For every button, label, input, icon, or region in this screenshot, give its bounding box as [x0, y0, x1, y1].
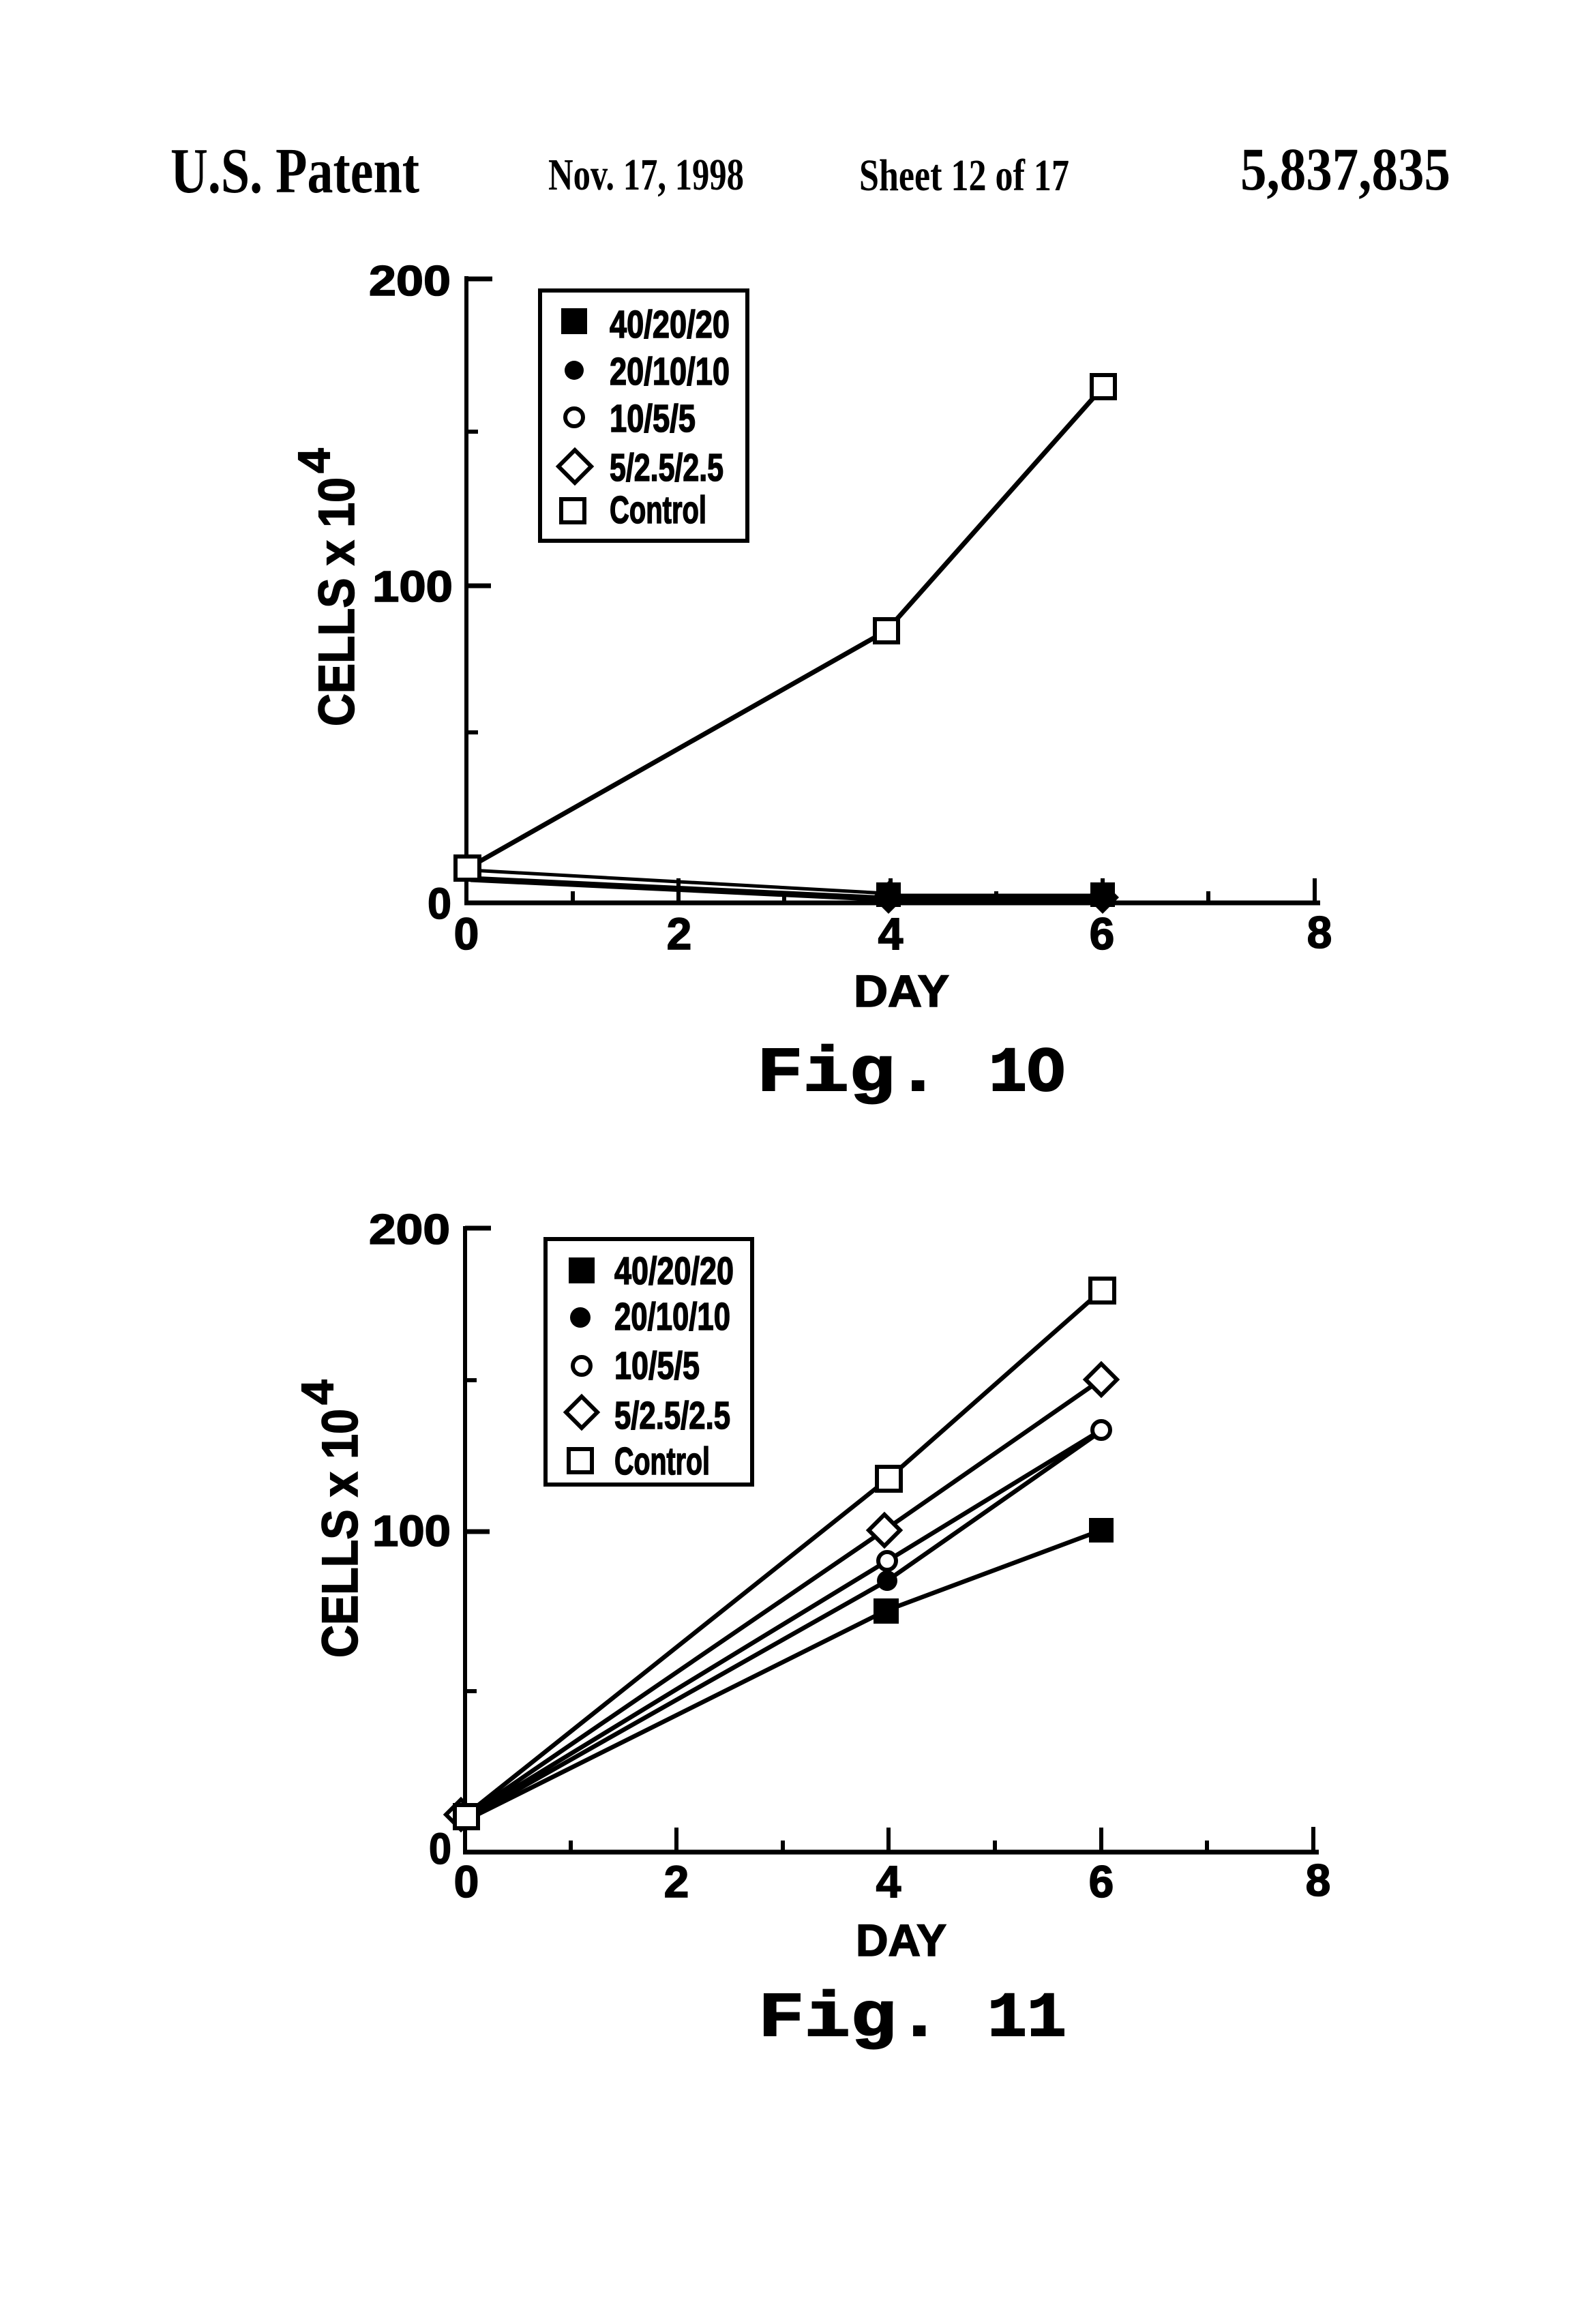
svg-text:11: 11 — [987, 1983, 1066, 2055]
svg-text:4: 4 — [878, 908, 904, 959]
svg-text:200: 200 — [369, 258, 451, 305]
svg-text:4: 4 — [288, 448, 339, 473]
svg-text:Control: Control — [614, 1440, 710, 1483]
svg-text:0: 0 — [454, 1856, 479, 1907]
svg-text:10/5/5: 10/5/5 — [610, 397, 696, 441]
svg-text:20/10/10: 20/10/10 — [610, 350, 730, 393]
svg-text:0: 0 — [428, 879, 451, 928]
svg-text:5,837,835: 5,837,835 — [1240, 136, 1450, 203]
svg-text:200: 200 — [369, 1206, 450, 1253]
svg-text:4: 4 — [292, 1380, 342, 1405]
svg-text:40/20/20: 40/20/20 — [610, 303, 730, 346]
svg-text:0: 0 — [429, 1824, 451, 1873]
svg-text:5/2.5/2.5: 5/2.5/2.5 — [614, 1394, 730, 1437]
svg-text:8: 8 — [1306, 1855, 1331, 1905]
svg-text:10/5/5: 10/5/5 — [614, 1344, 700, 1388]
svg-text:4: 4 — [876, 1856, 901, 1907]
svg-text:0: 0 — [454, 908, 479, 959]
svg-text:Fig.: Fig. — [757, 1038, 941, 1109]
svg-text:100: 100 — [372, 1506, 451, 1555]
svg-text:DAY: DAY — [856, 1915, 946, 1965]
svg-text:2: 2 — [664, 1856, 689, 1907]
svg-text:DAY: DAY — [854, 966, 949, 1016]
svg-text:1O: 1O — [989, 1038, 1065, 1109]
svg-text:U.S. Patent: U.S. Patent — [170, 136, 419, 207]
svg-text:40/20/20: 40/20/20 — [614, 1249, 734, 1293]
svg-text:Nov. 17, 1998: Nov. 17, 1998 — [548, 150, 744, 200]
svg-text:5/2.5/2.5: 5/2.5/2.5 — [610, 446, 723, 490]
svg-text:CELLS x 10: CELLS x 10 — [308, 477, 365, 726]
svg-text:CELLS x 10: CELLS x 10 — [312, 1409, 368, 1658]
svg-text:Control: Control — [610, 488, 706, 532]
svg-text:2: 2 — [667, 908, 692, 959]
svg-text:20/10/10: 20/10/10 — [614, 1295, 730, 1339]
svg-text:Sheet 12 of 17: Sheet 12 of 17 — [859, 151, 1069, 200]
svg-text:6: 6 — [1089, 1856, 1114, 1907]
svg-text:6: 6 — [1090, 908, 1115, 959]
svg-text:8: 8 — [1307, 907, 1332, 957]
svg-text:100: 100 — [372, 562, 453, 611]
svg-text:Fig.: Fig. — [758, 1983, 942, 2055]
